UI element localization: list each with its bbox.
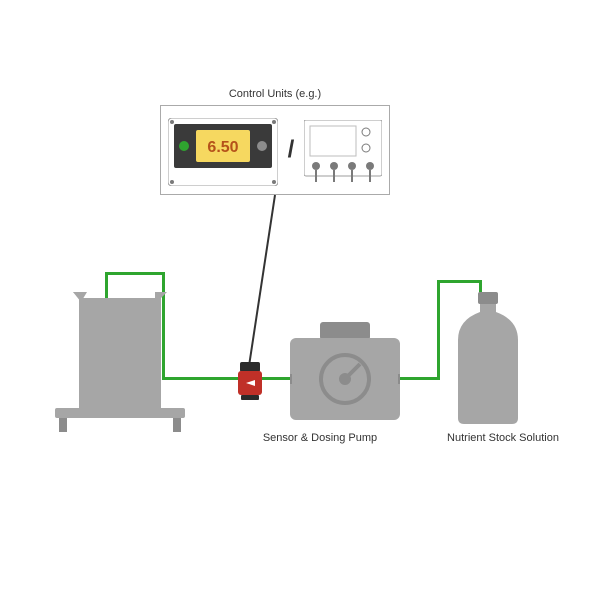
pipe-segment: [437, 280, 440, 380]
pipe-segment: [398, 377, 440, 380]
bottle-label: Nutrient Stock Solution: [428, 432, 578, 444]
sensor-pump-label: Sensor & Dosing Pump: [230, 432, 410, 444]
dosing-pump: [290, 322, 400, 432]
pipe-segment: [105, 272, 165, 275]
pipe-segment: [437, 280, 482, 283]
flow-sensor: [238, 362, 262, 402]
nutrient-bottle: [452, 292, 524, 424]
diagram-canvas: Control Units (e.g.) 6.50 /: [0, 0, 600, 600]
beaker-equipment: [55, 290, 185, 435]
